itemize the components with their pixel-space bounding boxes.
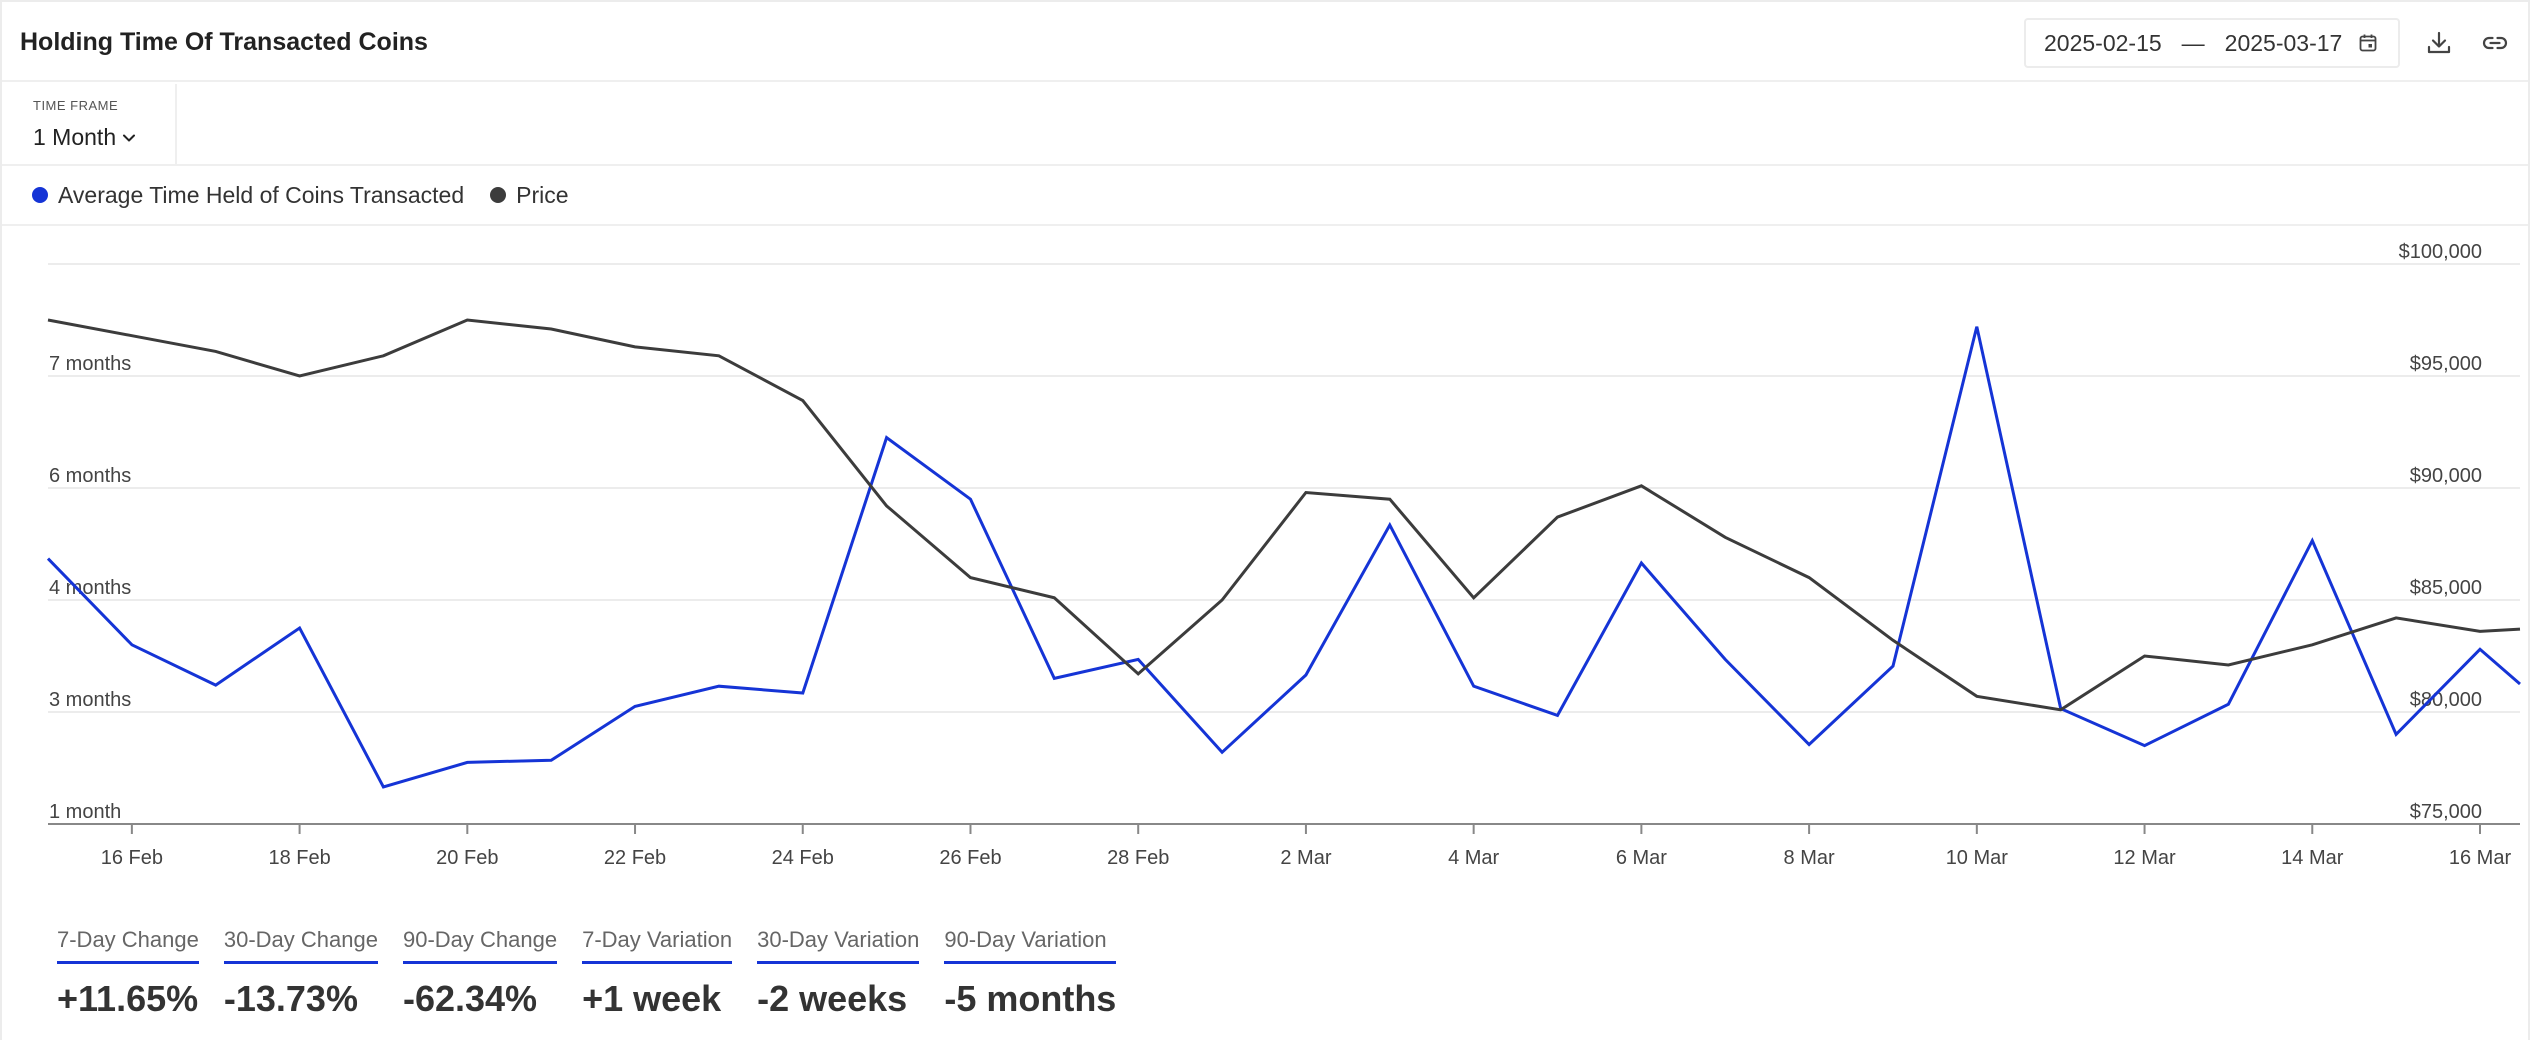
- x-axis-tick-label: 8 Mar: [1784, 847, 1835, 869]
- legend-label: Average Time Held of Coins Transacted: [58, 181, 465, 208]
- stat-label[interactable]: 7-Day Change: [57, 927, 199, 964]
- right-axis-tick-label: $95,000: [2410, 353, 2482, 375]
- stat-30-day-change[interactable]: 30-Day Change -13.73%: [223, 927, 378, 1020]
- left-axis-tick-label: 1 month: [49, 801, 121, 823]
- stat-value: +1 week: [582, 978, 722, 1019]
- x-axis-tick-label: 26 Feb: [939, 847, 1001, 869]
- right-axis-tick-label: $85,000: [2410, 577, 2482, 599]
- series-line-price[interactable]: [47, 318, 2521, 712]
- left-axis-tick-label: 4 months: [49, 577, 131, 599]
- divider: [2, 164, 2528, 166]
- x-axis-tick-label: 14 Mar: [2281, 847, 2344, 869]
- series-line-avg-time-held[interactable]: [46, 326, 2521, 789]
- stat-value: -13.73%: [223, 978, 358, 1019]
- calendar-icon[interactable]: [2358, 33, 2378, 53]
- legend-label: Price: [516, 181, 569, 208]
- stat-90-day-change[interactable]: 90-Day Change -62.34%: [402, 927, 558, 1020]
- right-axis-tick-label: $100,000: [2399, 241, 2482, 263]
- stat-value: -62.34%: [402, 978, 538, 1019]
- x-axis-tick-label: 24 Feb: [772, 847, 834, 869]
- x-axis-tick-label: 12 Mar: [2113, 847, 2176, 869]
- date-separator: —: [2181, 29, 2205, 56]
- x-axis-tick-label: 18 Feb: [268, 847, 330, 869]
- x-axis-tick-label: 10 Mar: [1946, 847, 2009, 869]
- date-start[interactable]: 2025-02-15: [2044, 29, 2162, 56]
- x-axis-tick-label: 2 Mar: [1280, 847, 1331, 869]
- stat-30-day-variation[interactable]: 30-Day Variation -2 weeks: [757, 927, 920, 1020]
- date-range-picker[interactable]: 2025-02-15 — 2025-03-17: [2024, 18, 2400, 68]
- stat-label[interactable]: 90-Day Variation: [944, 927, 1117, 964]
- legend-dot: [490, 187, 507, 203]
- stat-label[interactable]: 30-Day Variation: [757, 927, 920, 964]
- timeframe-selector[interactable]: TIME FRAME 1 Month: [2, 84, 177, 164]
- right-axis-tick-label: $75,000: [2410, 801, 2482, 823]
- chevron-down-icon[interactable]: [120, 129, 138, 147]
- stat-label[interactable]: 90-Day Change: [402, 927, 558, 964]
- x-axis-tick-label: 28 Feb: [1107, 847, 1169, 869]
- left-axis-tick-label: 6 months: [49, 465, 131, 487]
- left-axis-tick-label: 7 months: [49, 353, 131, 375]
- x-axis-tick-label: 16 Feb: [101, 847, 163, 869]
- stat-value: -2 weeks: [757, 978, 908, 1019]
- x-axis-tick-label: 20 Feb: [436, 847, 498, 869]
- x-axis-tick-label: 22 Feb: [604, 847, 666, 869]
- legend-dot: [32, 187, 48, 203]
- stats-row: 7-Day Change +11.65% 30-Day Change -13.7…: [57, 927, 1141, 1020]
- right-axis-tick-label: $90,000: [2410, 465, 2482, 487]
- link-icon[interactable]: [2480, 28, 2510, 58]
- x-axis-tick-label: 16 Mar: [2449, 847, 2512, 869]
- legend-item-avg-time-held[interactable]: Average Time Held of Coins Transacted: [32, 182, 464, 209]
- chart-legend: Average Time Held of Coins Transacted Pr…: [2, 166, 2528, 226]
- timeframe-label: TIME FRAME: [33, 98, 119, 113]
- right-axis-tick-label: $80,000: [2410, 689, 2482, 711]
- stat-label[interactable]: 30-Day Change: [223, 927, 378, 964]
- widget-header: Holding Time Of Transacted Coins 2025-02…: [2, 2, 2528, 82]
- stat-value: +11.65%: [57, 978, 199, 1019]
- line-chart: 1 month 3 months 4 months 6 months 7 months $…: [46, 241, 2521, 869]
- stat-7-day-change[interactable]: 7-Day Change +11.65%: [57, 927, 199, 1020]
- widget-title: Holding Time Of Transacted Coins: [20, 28, 428, 56]
- legend-item-price[interactable]: Price: [490, 181, 569, 209]
- left-axis-tick-label: 3 months: [49, 689, 131, 711]
- download-icon[interactable]: [2424, 28, 2454, 58]
- stat-label[interactable]: 7-Day Variation: [582, 927, 733, 964]
- stat-value: -5 months: [944, 978, 1117, 1019]
- x-axis-tick-label: 4 Mar: [1448, 847, 1499, 869]
- stat-7-day-variation[interactable]: 7-Day Variation +1 week: [582, 927, 733, 1020]
- timeframe-value[interactable]: 1 Month: [33, 124, 117, 150]
- stat-90-day-variation[interactable]: 90-Day Variation -5 months: [944, 927, 1117, 1020]
- timeframe-dropdown[interactable]: 1 Month: [33, 124, 138, 151]
- x-axis-tick-label: 6 Mar: [1616, 847, 1667, 869]
- date-end[interactable]: 2025-03-17: [2224, 29, 2343, 56]
